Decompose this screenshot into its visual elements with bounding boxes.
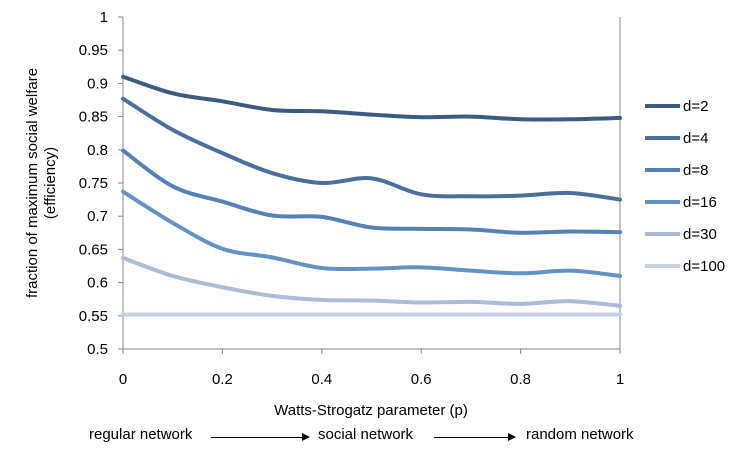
- x-tick-label: 0.2: [212, 371, 233, 388]
- caption-random-network: random network: [526, 426, 634, 443]
- x-axis-title: Watts-Strogatz parameter (p): [274, 402, 468, 419]
- legend: d=2 d=4 d=8 d=16 d=30 d=100: [645, 98, 725, 275]
- y-axis-title-line1: fraction of maximum social welfare: [24, 68, 41, 298]
- y-tick-label: 0.5: [87, 341, 108, 358]
- series-lines: [121, 74, 622, 317]
- y-tick-label: 0.6: [87, 275, 108, 292]
- x-tick-label: 1: [616, 371, 624, 388]
- legend-label-d-4: d=4: [683, 130, 708, 147]
- series-line-d-8: [121, 148, 622, 235]
- y-tick-label: 0.9: [87, 75, 108, 92]
- legend-label-d-100: d=100: [683, 258, 725, 275]
- y-tick-label: 0.85: [79, 109, 108, 126]
- series-line-d-16: [121, 189, 622, 278]
- series-line-d-2: [121, 74, 622, 122]
- y-tick-label: 0.75: [79, 175, 108, 192]
- y-tick-label: 0.55: [79, 308, 108, 325]
- y-tick-label: 0.7: [87, 208, 108, 225]
- legend-label-d-8: d=8: [683, 162, 708, 179]
- arrow-social-to-random: [434, 433, 516, 441]
- x-tick-label: 0: [119, 371, 127, 388]
- series-line-d-4: [121, 96, 622, 202]
- x-tick-label: 0.6: [411, 371, 432, 388]
- y-axis-ticks: 0.5 0.55 0.6 0.65 0.7 0.75 0.8 0.85 0.9 0.95 1: [79, 9, 123, 358]
- x-tick-label: 0.4: [311, 371, 332, 388]
- series-line-d-30: [121, 256, 622, 308]
- y-tick-label: 0.8: [87, 142, 108, 159]
- caption-social-network: social network: [318, 426, 414, 443]
- x-axis-ticks: 0 0.2 0.4 0.6 0.8 1: [119, 349, 624, 388]
- y-tick-label: 0.65: [79, 241, 108, 258]
- legend-label-d-2: d=2: [683, 98, 708, 115]
- x-tick-label: 0.8: [510, 371, 531, 388]
- y-tick-label: 1: [100, 9, 108, 26]
- caption-regular-network: regular network: [89, 426, 193, 443]
- y-tick-label: 0.95: [79, 42, 108, 59]
- arrow-regular-to-social: [211, 433, 310, 441]
- y-axis-title-line2: (efficiency): [42, 147, 59, 219]
- legend-label-d-16: d=16: [683, 194, 717, 211]
- legend-label-d-30: d=30: [683, 226, 717, 243]
- line-chart: 0.5 0.55 0.6 0.65 0.7 0.75 0.8 0.85 0.9 0.95 1 0 0.…: [24, 9, 725, 419]
